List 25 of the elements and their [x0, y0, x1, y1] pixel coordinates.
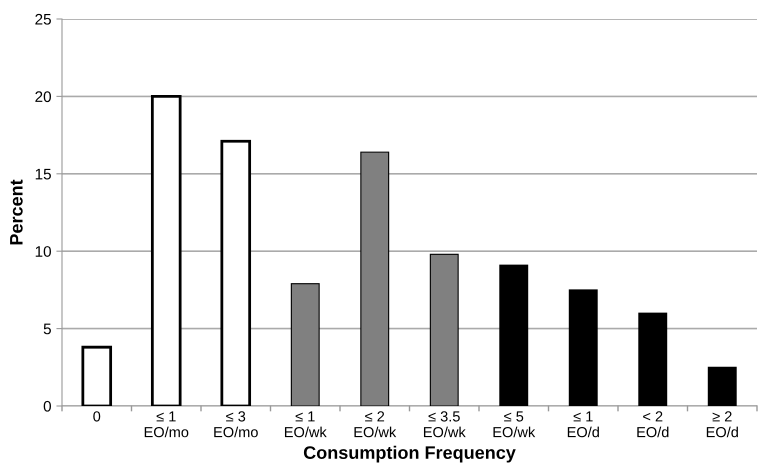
bar [360, 152, 390, 406]
y-tick-label: 10 [36, 246, 51, 257]
y-axis-title: Percent [10, 180, 23, 244]
x-tick-label: < 2 EO/d [637, 411, 668, 438]
x-tick-label: ≤ 3 EO/mo [214, 411, 258, 438]
y-tick-label: 25 [35, 14, 51, 25]
bar [708, 366, 737, 406]
y-tick-label: 20 [35, 91, 51, 102]
bar [430, 254, 459, 406]
x-tick-label: ≥ 2 EO/d [706, 411, 738, 438]
x-tick-label: ≤ 2 EO/wk [354, 411, 396, 438]
bar [290, 283, 320, 406]
x-tick-label: ≤ 1 EO/wk [284, 411, 327, 438]
x-tick-label: ≤ 1 EO/mo [144, 411, 188, 438]
y-tick-label: 0 [44, 400, 51, 412]
bar [568, 289, 598, 406]
x-tick-label: 0 [93, 411, 100, 422]
y-tick-label: 5 [44, 324, 51, 334]
x-tick-label: ≤ 1 EO/d [568, 411, 599, 438]
x-tick-label: ≤ 5 EO/wk [493, 411, 536, 438]
x-tick-label: ≤ 3.5 EO/wk [424, 411, 466, 438]
bar [499, 264, 528, 406]
bar [638, 312, 668, 406]
x-axis-title: Consumption Frequency [304, 446, 516, 463]
y-tick-label: 15 [36, 168, 51, 180]
